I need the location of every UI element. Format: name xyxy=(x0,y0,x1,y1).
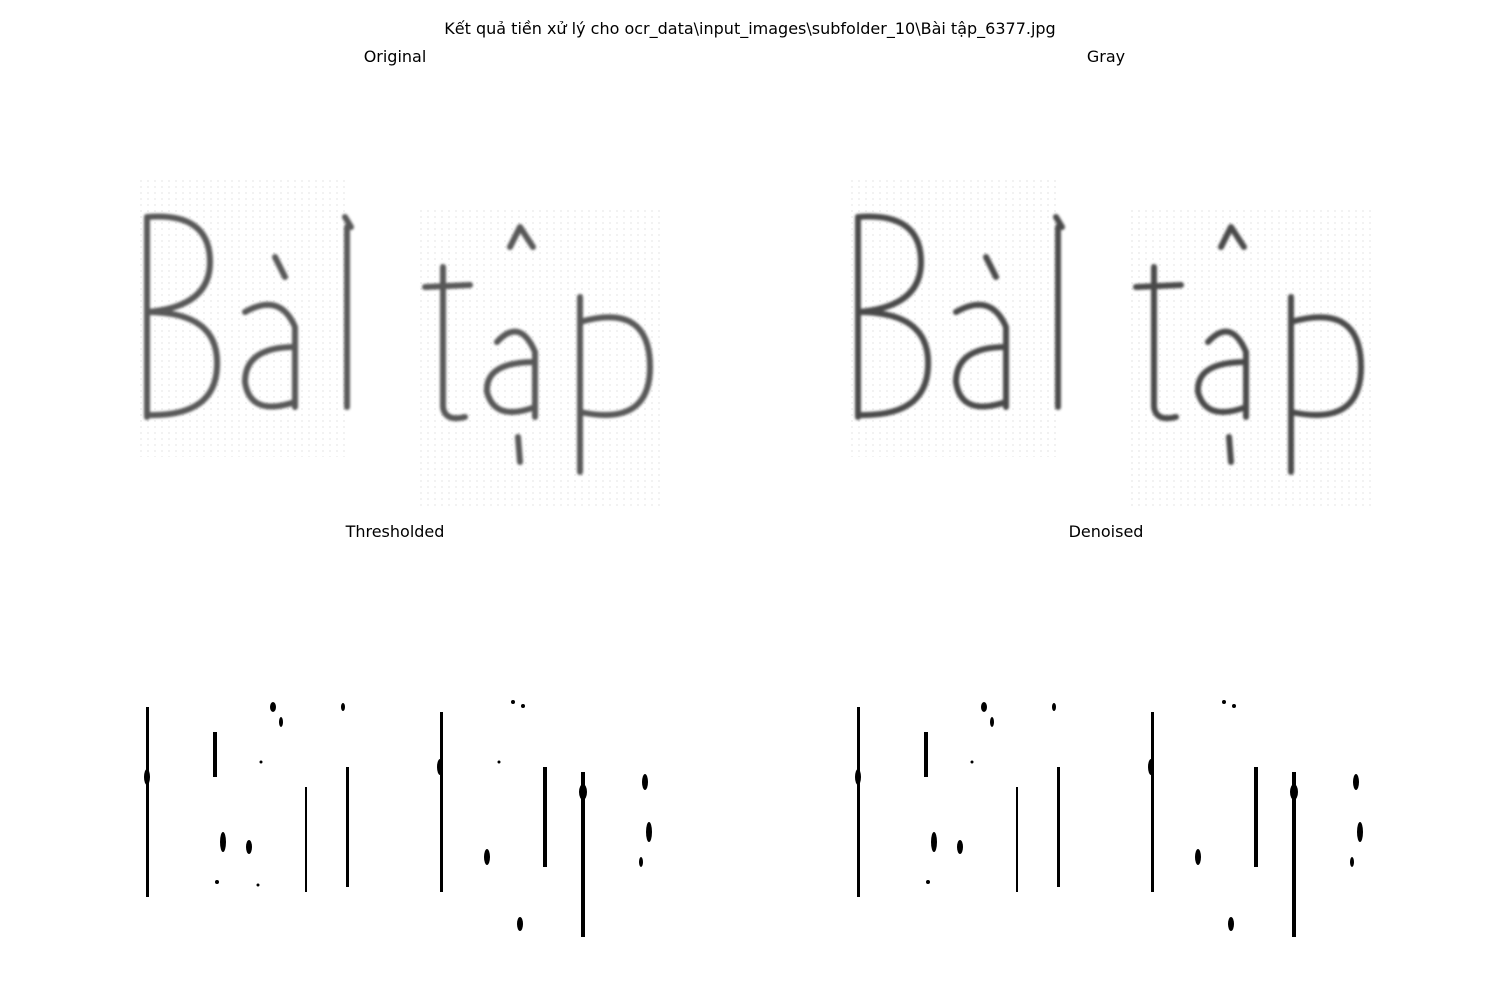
original-text-bai-tap xyxy=(144,213,653,475)
figure-suptitle: Kết quả tiền xử lý cho ocr_data\input_im… xyxy=(444,19,1056,38)
gray-noise-cloud xyxy=(851,177,1376,507)
original-panel-title: Original xyxy=(363,47,427,66)
gray-panel-title: Gray xyxy=(1086,47,1126,66)
denoised-strokes xyxy=(855,700,1363,937)
thresholded-image xyxy=(144,700,652,937)
denoised-panel-title: Denoised xyxy=(1068,522,1144,541)
denoised-panel: Denoised xyxy=(836,522,1376,982)
thresholded-strokes xyxy=(144,700,652,937)
original-panel: Original xyxy=(125,47,665,507)
gray-text-bai-tap xyxy=(855,213,1364,475)
original-noise-cloud xyxy=(140,177,665,507)
original-image xyxy=(140,177,665,507)
thresholded-panel: Thresholded xyxy=(125,522,665,982)
denoised-image xyxy=(855,700,1363,937)
thresholded-panel-title: Thresholded xyxy=(345,522,445,541)
gray-image xyxy=(851,177,1376,507)
gray-panel: Gray xyxy=(836,47,1376,507)
